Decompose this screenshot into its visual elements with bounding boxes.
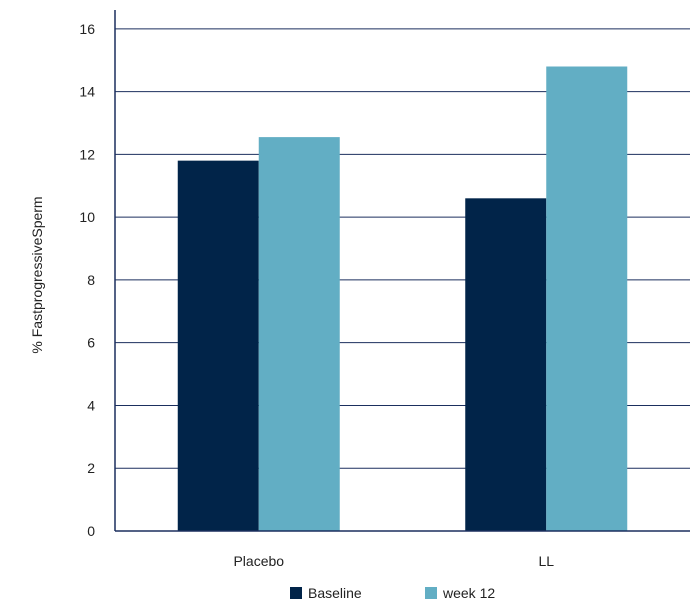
- bar-week-12-placebo: [258, 137, 340, 531]
- legend-label: Baseline: [308, 585, 362, 601]
- y-tick-label: 10: [79, 209, 95, 225]
- legend: Baseline week 12: [290, 585, 495, 601]
- legend-swatch-baseline: [290, 587, 302, 599]
- x-tick-label: Placebo: [233, 553, 284, 569]
- y-axis-title: % FastprogressiveSperm: [29, 196, 45, 353]
- bars: [177, 66, 628, 532]
- y-tick-label: 14: [79, 84, 95, 100]
- y-tick-label: 8: [87, 272, 95, 288]
- legend-label: week 12: [442, 585, 495, 601]
- y-tick-label: 4: [87, 397, 95, 413]
- y-tick-label: 0: [87, 523, 95, 539]
- y-tick-label: 6: [87, 335, 95, 351]
- axes: [114, 10, 690, 532]
- y-tick-label: 16: [79, 21, 95, 37]
- bar-week-12-ll: [546, 66, 628, 532]
- bar-baseline-ll: [465, 198, 547, 532]
- y-tick-label: 12: [79, 146, 95, 162]
- legend-swatch-week-12: [425, 587, 437, 599]
- x-tick-labels: Placebo LL: [233, 553, 554, 569]
- bar-baseline-placebo: [177, 160, 259, 531]
- y-tick-labels: 0 2 4 6 8 10 12 14 16: [79, 21, 95, 539]
- y-tick-label: 2: [87, 460, 95, 476]
- x-tick-label: LL: [538, 553, 554, 569]
